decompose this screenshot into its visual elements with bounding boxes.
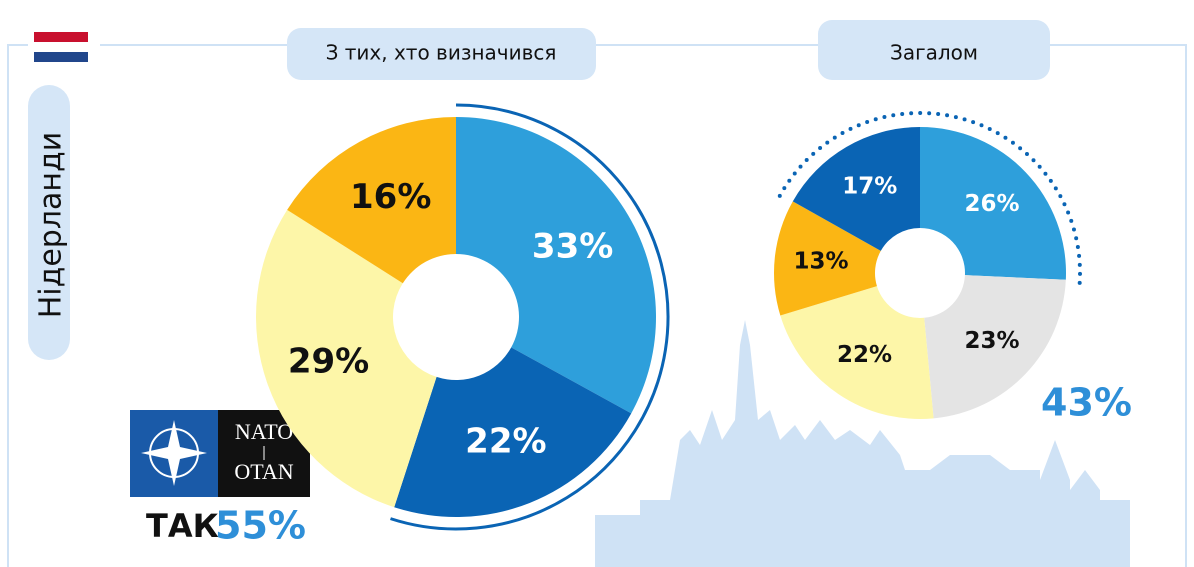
chart-title: Загалом — [890, 41, 978, 65]
country-pill — [28, 85, 70, 360]
slice-label: 23% — [964, 328, 1019, 354]
donut-slice — [774, 201, 881, 316]
donut-slice — [920, 127, 1066, 280]
frame — [7, 44, 1187, 567]
slice-label: 29% — [288, 341, 369, 381]
slice-label: 26% — [964, 191, 1019, 217]
logo-bottom: OTAN — [234, 459, 293, 484]
chart-title: З тих, хто визначився — [326, 41, 557, 65]
total-arc — [777, 111, 1082, 286]
title-pill — [287, 28, 596, 80]
title-pill — [818, 20, 1050, 80]
slice-label: 33% — [532, 227, 613, 267]
country-name: Нідерланди — [34, 132, 69, 319]
donut-slice — [924, 275, 1066, 419]
total-label: 55% — [215, 504, 306, 548]
slice-label: 13% — [794, 249, 849, 275]
slice-label: 16% — [350, 177, 431, 217]
donut-slice — [792, 127, 920, 251]
slice-label: 17% — [842, 174, 897, 200]
slice-label: 22% — [465, 421, 546, 461]
donut-slice — [456, 117, 656, 414]
flag — [34, 32, 88, 62]
donut-slice — [780, 286, 934, 419]
total-label: 43% — [1041, 381, 1132, 425]
nato-logo: NATO OTAN — [130, 410, 310, 497]
donut-slice — [256, 209, 437, 508]
skyline — [595, 320, 1130, 567]
logo-top: NATO — [235, 419, 293, 444]
donut-slice — [394, 347, 632, 517]
total-arc — [390, 103, 670, 531]
slice-label: 22% — [837, 342, 892, 368]
donut-slice — [287, 117, 456, 284]
yes-label: ТАК — [146, 507, 219, 545]
